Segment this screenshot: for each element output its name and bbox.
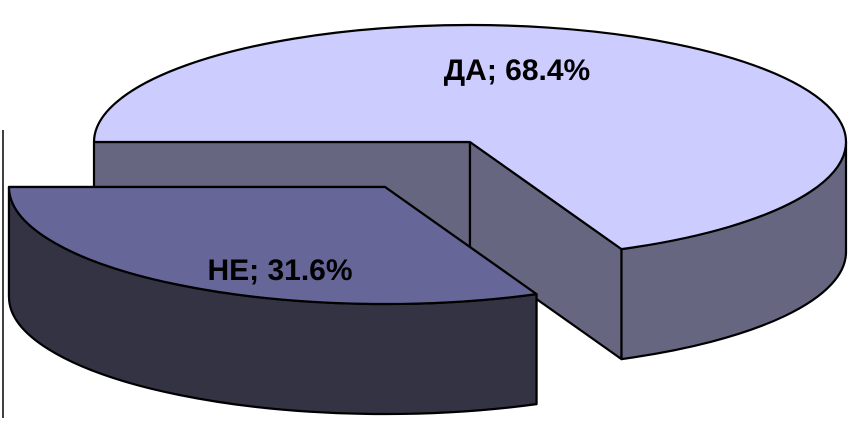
pie-slice-1-top	[7, 185, 538, 306]
pie-slice-0-label: ДА; 68.4%	[444, 54, 590, 87]
pie-slice-1: НЕ; 31.6%	[7, 185, 538, 416]
pie-slice-1-label: НЕ; 31.6%	[207, 254, 352, 287]
pie-slice-0-top	[92, 23, 848, 251]
